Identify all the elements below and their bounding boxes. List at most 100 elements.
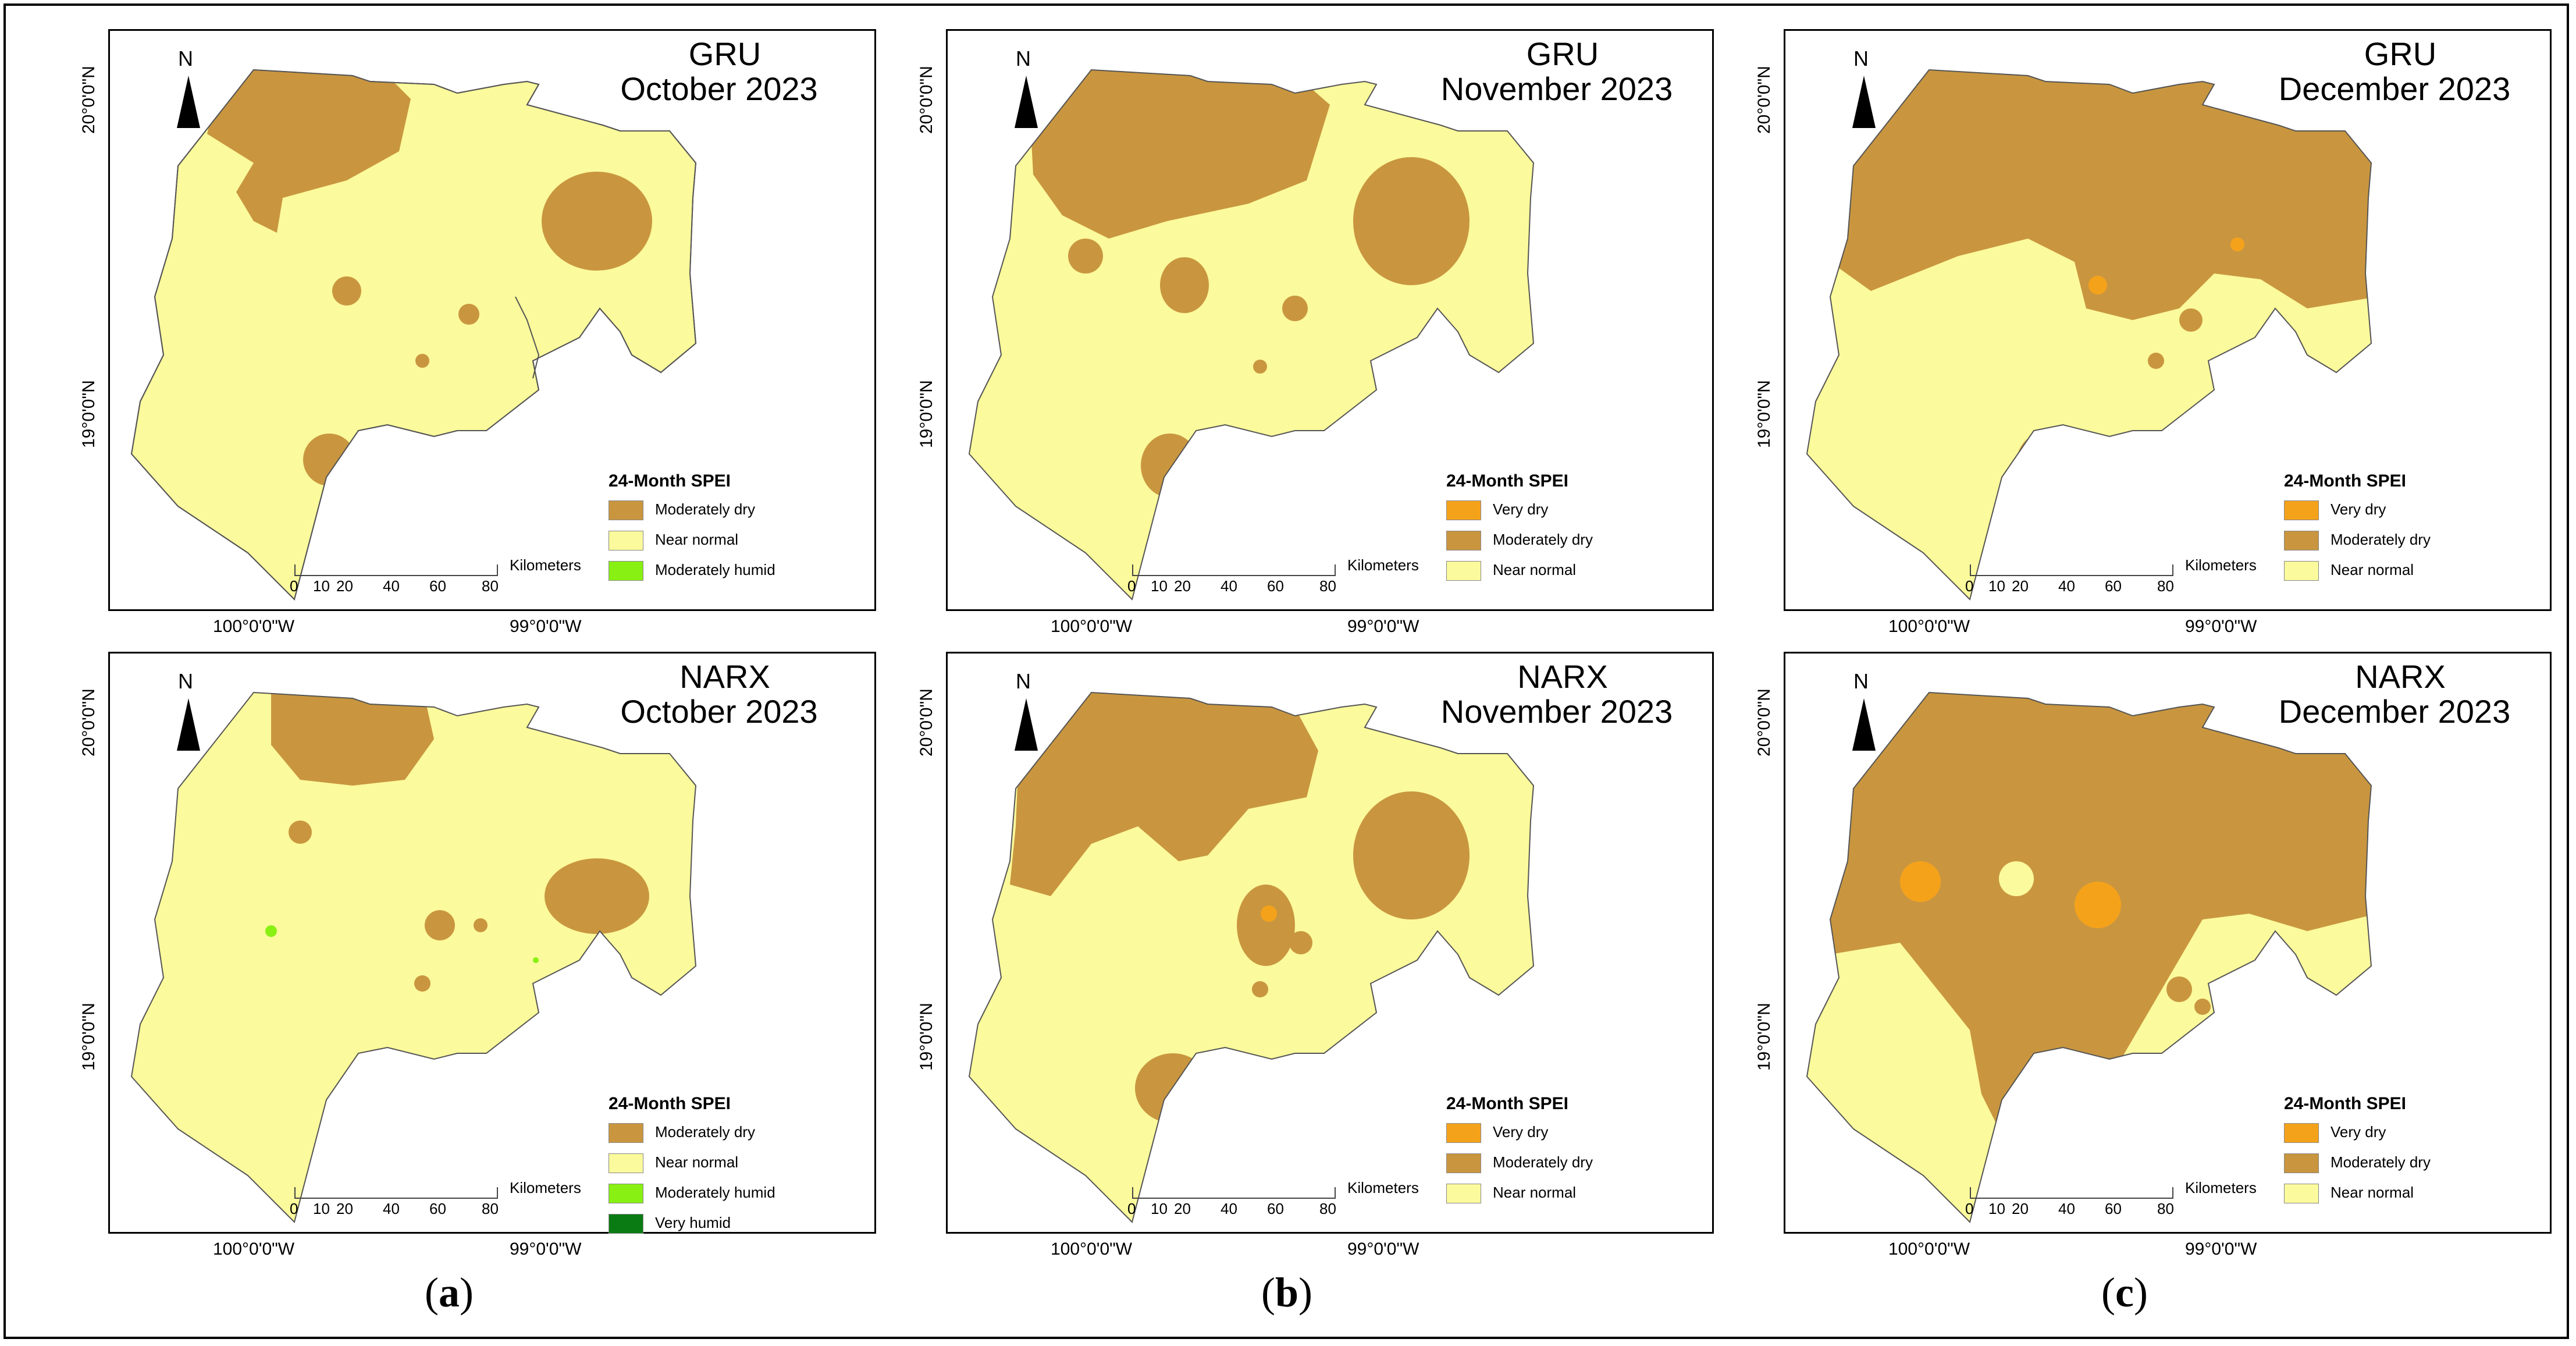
legend-label: Moderately dry: [2331, 1153, 2431, 1171]
dry-zone-small: [2179, 308, 2203, 332]
scale-unit: Kilometers: [510, 1179, 581, 1196]
dry-zone-north: [207, 70, 411, 233]
map-panel-narx-november: [946, 652, 1714, 1234]
map-panel-gru-december: [1784, 29, 2552, 611]
lat-label: 20°0'0"N: [917, 688, 936, 757]
scale-tick: 40: [2058, 577, 2075, 595]
scale-tick: 80: [482, 1200, 499, 1217]
scale-tick: 80: [2157, 577, 2174, 595]
north-arrow-label: N: [1853, 669, 1869, 693]
scale-tick: 60: [1267, 577, 1284, 595]
legend-title: 24-Month SPEI: [1446, 471, 1569, 491]
scale-tick: 20: [336, 577, 353, 595]
legend-label: Moderately humid: [655, 1184, 775, 1201]
legend-swatch: [2284, 1153, 2319, 1173]
legend-label: Moderately dry: [1493, 1153, 1593, 1171]
very-dry-spot: [2088, 276, 2107, 294]
legend-swatch: [609, 500, 643, 520]
scale-tick: 80: [1319, 1200, 1336, 1217]
lon-label: 100°0'0"W: [1888, 1240, 1970, 1259]
scale-tick: 10: [313, 577, 330, 595]
north-arrow-label: N: [1016, 47, 1031, 70]
scale-tick: 60: [2105, 1200, 2122, 1217]
lon-label: 99°0'0"W: [1347, 617, 1419, 636]
panel-title-model: NARX: [1517, 658, 1608, 695]
dry-zone-small-north: [289, 821, 312, 844]
lon-label: 100°0'0"W: [213, 617, 295, 636]
scale-tick: 0: [1127, 1200, 1136, 1217]
dry-zone-north: [1027, 70, 1330, 239]
dry-zone-small: [458, 304, 479, 325]
legend-swatch: [2284, 500, 2319, 520]
sub-label-c: (c): [2101, 1269, 2148, 1316]
scale-tick: 10: [313, 1200, 330, 1217]
north-arrow-icon: [177, 76, 200, 128]
lat-label: 20°0'0"N: [917, 66, 936, 134]
lat-label: 19°0'0"N: [917, 380, 936, 448]
dry-zone-east: [1353, 157, 1470, 285]
scale-bar: [294, 564, 498, 576]
panel-frame: [1784, 652, 2552, 1234]
scale-bar: [294, 1187, 498, 1199]
panel-title-model: GRU: [2364, 35, 2437, 72]
dry-zone-north: [271, 692, 434, 786]
dry-zone-center: [332, 276, 361, 306]
legend-label: Near normal: [2331, 1184, 2414, 1201]
north-arrow-icon: [1015, 698, 1038, 751]
very-dry-spot: [1261, 905, 1277, 922]
legend-title: 24-Month SPEI: [609, 471, 731, 491]
scale-tick: 60: [429, 1200, 446, 1217]
scale-tick: 10: [1151, 577, 1168, 595]
legend-swatch: [2284, 1123, 2319, 1143]
scale-bar: [1970, 1187, 2173, 1199]
legend-swatch: [609, 531, 643, 551]
panel-frame: [1784, 29, 2552, 611]
scale-tick: 80: [2157, 1200, 2174, 1217]
dry-zone-small: [2166, 976, 2192, 1002]
scale-unit: Kilometers: [2185, 556, 2257, 574]
panel-frame: [108, 29, 876, 611]
sub-label-a: (a): [425, 1269, 474, 1316]
humid-spot-small: [533, 957, 539, 963]
panel-title-model: NARX: [679, 658, 770, 695]
very-dry-spot-east: [2230, 237, 2244, 251]
dry-zone-tiny: [2148, 353, 2164, 369]
dry-zone-center: [1237, 885, 1295, 966]
legend-label: Near normal: [2331, 561, 2414, 578]
scale-tick: 0: [290, 577, 298, 595]
scale-tick: 10: [1988, 1200, 2005, 1217]
scale-tick: 40: [383, 577, 400, 595]
dry-zone-tiny: [415, 354, 429, 368]
lat-label: 19°0'0"N: [79, 380, 98, 448]
legend-label: Very dry: [1493, 500, 1549, 518]
north-arrow-label: N: [1016, 669, 1031, 693]
dry-zone-west: [1068, 239, 1103, 274]
map-panel-gru-november: [946, 29, 1714, 611]
scale-tick: 80: [482, 577, 499, 595]
panel-frame: [108, 652, 876, 1234]
legend-label: Very dry: [2331, 500, 2386, 518]
dry-zone-small: [1282, 296, 1308, 321]
legend-title: 24-Month SPEI: [609, 1094, 731, 1113]
scale-tick: 40: [2058, 1200, 2075, 1217]
legend-label: Very dry: [2331, 1123, 2386, 1141]
dry-zone-tiny: [414, 975, 430, 992]
legend-label: Near normal: [655, 1153, 739, 1171]
legend-label: Moderately dry: [2331, 531, 2431, 548]
scale-tick: 20: [2012, 1200, 2029, 1217]
north-arrow-icon: [1015, 76, 1038, 128]
scale-tick: 60: [1267, 1200, 1284, 1217]
north-arrow-icon: [1852, 76, 1876, 128]
scale-tick: 0: [1965, 577, 1974, 595]
lon-label: 99°0'0"W: [2185, 1240, 2257, 1259]
panel-title-period: October 2023: [620, 693, 818, 730]
scale-tick: 0: [1127, 577, 1136, 595]
scale-tick: 60: [429, 577, 446, 595]
dry-zone-east: [1353, 791, 1470, 919]
legend-label: Very dry: [1493, 1123, 1549, 1141]
scale-tick: 0: [290, 1200, 298, 1217]
humid-spot: [265, 925, 277, 937]
legend-swatch: [609, 1123, 643, 1143]
dry-zone-tiny-east: [474, 918, 488, 932]
legend-swatch: [1446, 1184, 1481, 1203]
